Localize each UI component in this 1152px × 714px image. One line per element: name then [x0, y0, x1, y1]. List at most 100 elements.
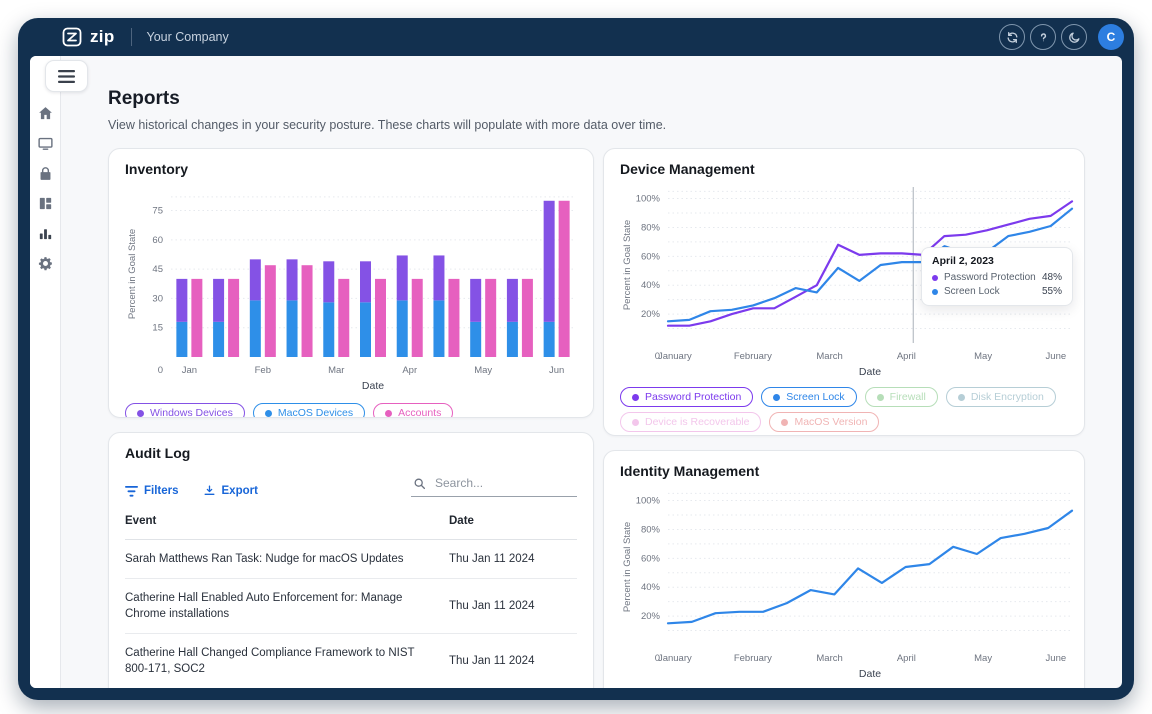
- svg-text:Apr: Apr: [402, 365, 417, 376]
- svg-text:15: 15: [152, 323, 163, 334]
- legend-pill-accounts[interactable]: Accounts: [373, 403, 454, 418]
- sync-button[interactable]: [999, 24, 1025, 50]
- audit-table: Event Date Sarah Matthews Ran Task: Nudg…: [125, 511, 577, 688]
- svg-text:April: April: [897, 351, 916, 362]
- legend-pill-windows-devices[interactable]: Windows Devices: [125, 403, 245, 418]
- sidebar-item-library[interactable]: [37, 195, 54, 212]
- legend-pill-macos-devices[interactable]: MacOS Devices: [252, 403, 366, 418]
- search-input[interactable]: [435, 476, 555, 490]
- audit-rows: Sarah Matthews Ran Task: Nudge for macOS…: [125, 540, 577, 688]
- topbar-actions: C: [999, 24, 1124, 50]
- svg-text:Jun: Jun: [549, 365, 564, 376]
- sidebar: [30, 56, 61, 688]
- audit-table-header: Event Date: [125, 511, 577, 540]
- svg-text:60: 60: [152, 235, 163, 246]
- moon-icon: [1068, 32, 1079, 43]
- sync-icon: [1007, 31, 1017, 43]
- sidebar-item-devices[interactable]: [37, 135, 54, 152]
- legend-pill-device-is-recoverable[interactable]: Device is Recoverable: [620, 412, 762, 432]
- tooltip-date: April 2, 2023: [932, 255, 994, 267]
- sidebar-item-security[interactable]: [37, 165, 54, 182]
- search-field[interactable]: [411, 473, 577, 497]
- tooltip-value: 48%: [1041, 272, 1062, 283]
- sidebar-toggle-button[interactable]: [45, 60, 88, 92]
- svg-text:60%: 60%: [641, 251, 661, 262]
- company-name: Your Company: [146, 30, 229, 44]
- help-button[interactable]: [1030, 24, 1056, 50]
- svg-text:0: 0: [655, 653, 660, 664]
- table-row[interactable]: Sarah Matthews Ran Task: Nudge for macOS…: [125, 540, 577, 580]
- svg-text:20%: 20%: [641, 611, 661, 622]
- svg-text:Date: Date: [859, 366, 881, 377]
- legend-dot: [137, 409, 144, 417]
- inventory-bar-chart: 15 30 45 60 75 0 Percent in Goal State Date Jan F…: [127, 196, 575, 392]
- tooltip-value: 55%: [1041, 286, 1062, 297]
- search-icon: [414, 478, 426, 489]
- panels-grid: Inventory 15 30 45 60 75 0 Percent in Goal Sta…: [108, 148, 1085, 688]
- svg-text:20%: 20%: [641, 309, 661, 320]
- date-cell: Thu Jan 11 2024: [449, 600, 535, 613]
- svg-text:100%: 100%: [636, 194, 661, 205]
- inventory-panel: Inventory 15 30 45 60 75 0 Percent in Goal Sta…: [108, 148, 594, 418]
- tooltip-row: Screen Lock 55%: [932, 286, 1062, 297]
- svg-text:April: April: [897, 653, 916, 664]
- legend-label: Accounts: [398, 407, 442, 418]
- legend-pill-firewall[interactable]: Firewall: [864, 387, 938, 407]
- svg-text:Mar: Mar: [328, 365, 344, 376]
- filter-icon: [125, 485, 138, 497]
- svg-text:March: March: [816, 653, 842, 664]
- user-avatar[interactable]: C: [1098, 24, 1124, 50]
- sidebar-item-home[interactable]: [37, 105, 54, 122]
- chart-tooltip: April 2, 2023 Password Protection 48% Scre…: [921, 247, 1073, 306]
- filters-button[interactable]: Filters: [125, 485, 179, 497]
- device-management-panel: Device Management 20% 40% 60% 80% 100% 0 Perce…: [603, 148, 1085, 436]
- svg-text:60%: 60%: [641, 553, 661, 564]
- event-cell: Sarah Matthews Ran Task: Nudge for macOS…: [125, 553, 404, 565]
- legend-dot: [876, 393, 884, 401]
- svg-text:Percent in Goal State: Percent in Goal State: [622, 522, 633, 612]
- inventory-title: Inventory: [125, 161, 189, 177]
- svg-text:45: 45: [152, 264, 163, 275]
- sidebar-item-reports[interactable]: [37, 225, 54, 242]
- column-header-event: Event: [125, 515, 157, 527]
- legend-pill-disk-encryption[interactable]: Disk Encryption: [945, 387, 1056, 407]
- topbar-divider: [130, 28, 132, 46]
- svg-text:June: June: [1046, 653, 1067, 664]
- date-cell: Thu Jan 11 2024: [449, 553, 535, 565]
- app-body: Reports View historical changes in your …: [30, 56, 1122, 688]
- svg-text:January: January: [658, 653, 692, 664]
- page-title: Reports: [108, 88, 180, 109]
- export-button[interactable]: Export: [203, 484, 258, 497]
- device-legend-row-1: Password Protection Screen Lock Firewall Di…: [620, 387, 1068, 407]
- inventory-legend: Windows Devices MacOS Devices Accounts: [125, 403, 577, 418]
- legend-pill-password-protection[interactable]: Password Protection: [620, 387, 754, 407]
- dark-mode-button[interactable]: [1061, 24, 1087, 50]
- svg-text:Percent in Goal State: Percent in Goal State: [127, 229, 138, 319]
- event-cell: Catherine Hall Enabled Auto Enforcement …: [125, 592, 403, 621]
- legend-dot: [385, 409, 393, 417]
- svg-text:30: 30: [152, 293, 163, 304]
- svg-text:Percent in Goal State: Percent in Goal State: [622, 220, 633, 310]
- legend-label: Windows Devices: [150, 407, 233, 418]
- tooltip-dot: [932, 288, 938, 295]
- audit-toolbar: Filters Export: [125, 473, 577, 497]
- legend-label: MacOS Devices: [277, 407, 354, 418]
- zip-logo-icon: [62, 27, 82, 47]
- svg-text:May: May: [474, 365, 492, 376]
- table-row[interactable]: Catherine Hall Enabled Auto Enforcement …: [125, 579, 577, 635]
- legend-pill-macos-version[interactable]: MacOS Version: [769, 412, 880, 432]
- device-chart: 20% 40% 60% 80% 100% 0 Percent in Goal State Da…: [620, 181, 1074, 382]
- app-window: zip Your Company C: [18, 18, 1134, 700]
- table-row[interactable]: Catherine Hall Changed Compliance Framew…: [125, 634, 577, 688]
- device-line-chart: 20% 40% 60% 80% 100% 0 Percent in Goal State Da…: [622, 187, 1074, 378]
- legend-dot: [957, 393, 965, 401]
- legend-label: Firewall: [889, 391, 926, 403]
- sidebar-item-settings[interactable]: [37, 255, 54, 272]
- legend-pill-screen-lock[interactable]: Screen Lock: [761, 387, 857, 407]
- legend-dot: [773, 393, 781, 401]
- svg-text:Feb: Feb: [255, 365, 271, 376]
- hamburger-icon: [58, 69, 75, 83]
- svg-text:40%: 40%: [641, 582, 661, 593]
- inventory-chart: 15 30 45 60 75 0 Percent in Goal State Date Jan F…: [125, 181, 577, 398]
- tooltip-label: Screen Lock: [944, 286, 1000, 297]
